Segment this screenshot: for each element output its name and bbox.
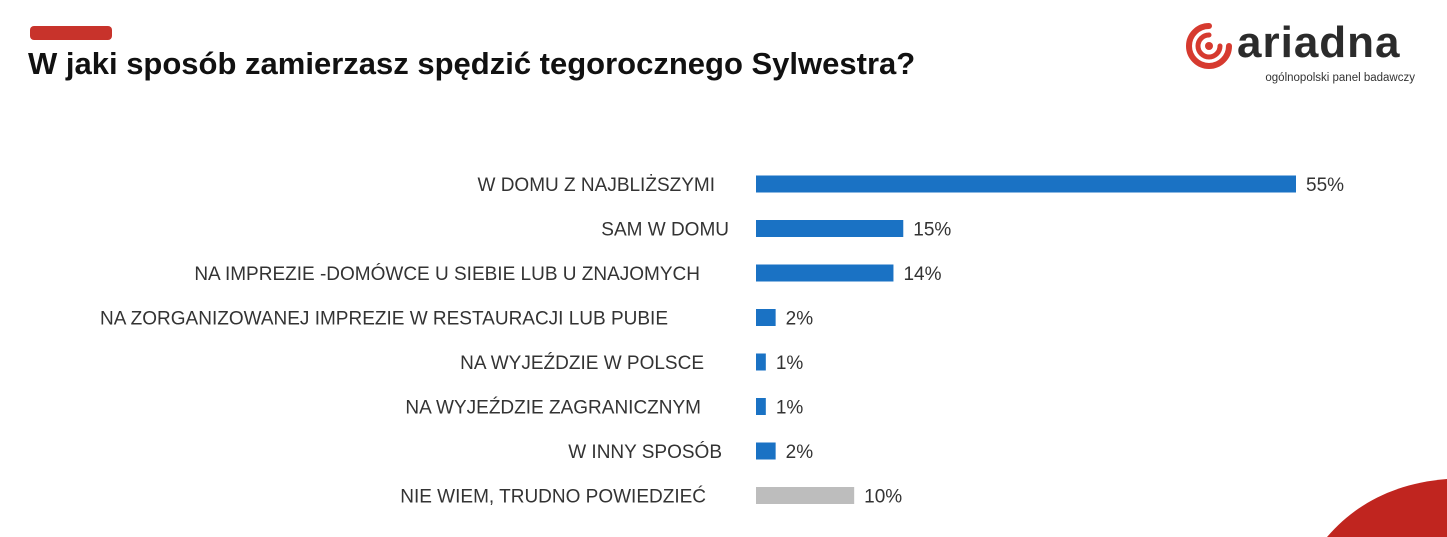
data-label: 15% <box>913 220 951 241</box>
bar <box>756 398 766 415</box>
category-label: NA IMPREZIE -DOMÓWCE U SIEBIE LUB U ZNAJ… <box>194 263 700 285</box>
category-label: W DOMU Z NAJBLIŻSZYMI <box>478 175 716 196</box>
data-label: 14% <box>903 264 941 285</box>
bar <box>756 487 855 504</box>
category-label: NIE WIEM, TRUDNO POWIEDZIEĆ <box>400 486 706 508</box>
category-label: SAM W DOMU <box>601 220 729 241</box>
data-label: 2% <box>786 442 814 463</box>
accent-bar <box>30 26 112 40</box>
data-label: 2% <box>786 309 814 330</box>
category-label: NA WYJEŹDZIE W POLSCE <box>460 353 704 374</box>
data-label: 1% <box>776 398 804 419</box>
category-label: W INNY SPOSÓB <box>568 441 722 463</box>
logo-tagline: ogólnopolski panel badawczy <box>1265 72 1415 84</box>
bar <box>756 309 776 326</box>
ariadna-logo: ariadna ogólnopolski panel badawczy <box>1185 18 1415 86</box>
page-title: W jaki sposób zamierzasz spędzić tegoroc… <box>28 46 916 81</box>
data-label: 1% <box>776 353 804 374</box>
bar <box>756 442 776 460</box>
corner-decoration <box>1327 479 1447 537</box>
logo-name: ariadna <box>1237 18 1401 67</box>
category-label: NA WYJEŹDZIE ZAGRANICZNYM <box>405 398 701 419</box>
spiral-logo-icon <box>1186 23 1232 69</box>
bar <box>756 175 1296 193</box>
bar <box>756 220 904 237</box>
data-label: 55% <box>1306 175 1344 196</box>
bar <box>756 353 766 371</box>
category-label: NA ZORGANIZOWANEJ IMPREZIE W RESTAURACJI… <box>100 309 668 330</box>
data-label: 10% <box>864 487 902 508</box>
bar <box>756 264 894 282</box>
